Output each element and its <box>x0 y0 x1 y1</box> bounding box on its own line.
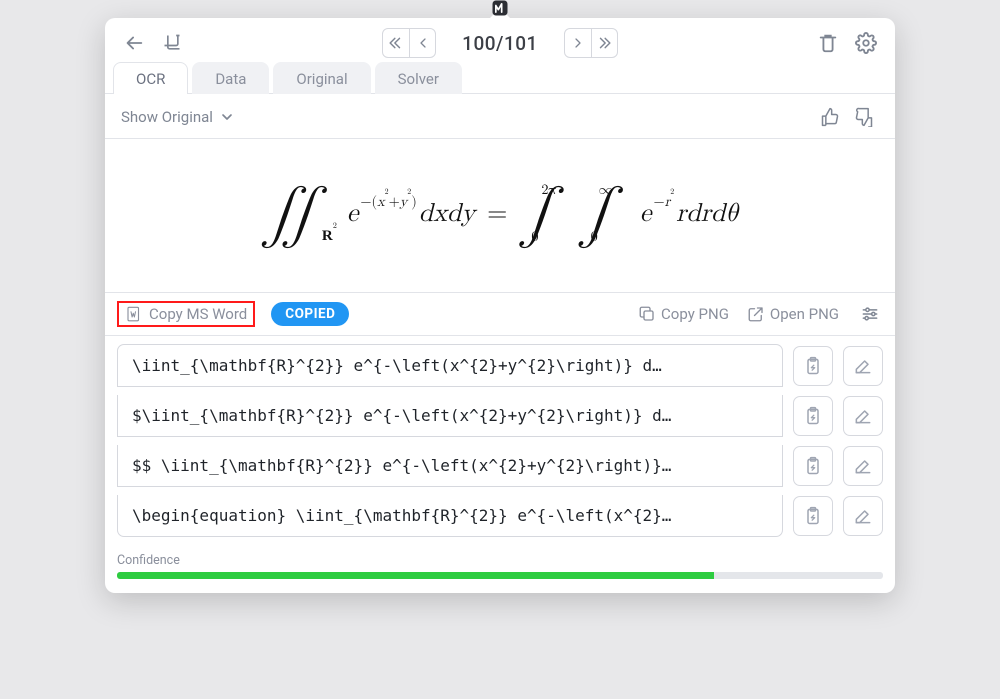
tab-data[interactable]: Data <box>192 62 269 94</box>
show-original-row: Show Original <box>105 94 895 139</box>
chevron-down-icon <box>219 109 235 125</box>
latex-row: $$ \iint_{\mathbf{R}^{2}} e^{-\left(x^{2… <box>117 441 883 491</box>
copy-latex-button[interactable] <box>793 446 833 486</box>
nav-next-button[interactable] <box>565 29 591 57</box>
clipboard-icon <box>803 506 823 526</box>
crop-button[interactable] <box>157 29 187 57</box>
thumbs-up-button[interactable] <box>817 104 843 130</box>
copy-latex-button[interactable] <box>793 396 833 436</box>
latex-output-list: \iint_{\mathbf{R}^{2}} e^{-\left(x^{2}+y… <box>105 336 895 549</box>
copy-latex-button[interactable] <box>793 496 833 536</box>
rendered-equation: ∬ R2 e−(x2+y2) dxdy = ∫ 2π 0 ∫ ∞ 0 e− <box>262 189 738 240</box>
nav-next-last <box>564 28 618 58</box>
nav-first-button[interactable] <box>383 29 409 57</box>
copy-msword-button[interactable]: Copy MS Word <box>117 301 255 327</box>
top-toolbar: 100/101 <box>105 18 895 62</box>
copy-msword-label: Copy MS Word <box>149 305 247 323</box>
tab-original[interactable]: Original <box>273 62 370 94</box>
thumbs-down-button[interactable] <box>851 104 877 130</box>
tab-solver[interactable]: Solver <box>375 62 462 94</box>
copy-latex-button[interactable] <box>793 346 833 386</box>
confidence-fill <box>117 572 714 579</box>
latex-text-inline[interactable]: $\iint_{\mathbf{R}^{2}} e^{-\left(x^{2}+… <box>117 395 783 437</box>
copy-icon <box>638 305 656 323</box>
open-png-button[interactable]: Open PNG <box>747 305 839 323</box>
latex-row: \begin{equation} \iint_{\mathbf{R}^{2}} … <box>117 491 883 541</box>
delete-button[interactable] <box>813 29 843 57</box>
settings-button[interactable] <box>851 29 881 57</box>
edit-icon <box>853 406 873 426</box>
nav-prev-button[interactable] <box>409 29 435 57</box>
feedback-buttons <box>817 104 877 130</box>
edit-latex-button[interactable] <box>843 396 883 436</box>
equation-display: ∬ R2 e−(x2+y2) dxdy = ∫ 2π 0 ∫ ∞ 0 e− <box>105 139 895 293</box>
edit-icon <box>853 356 873 376</box>
main-panel: 100/101 OCR <box>105 18 895 593</box>
edit-latex-button[interactable] <box>843 446 883 486</box>
tabs: OCR Data Original Solver <box>105 62 895 94</box>
format-settings-button[interactable] <box>857 301 883 327</box>
confidence-label: Confidence <box>117 553 883 568</box>
edit-latex-button[interactable] <box>843 496 883 536</box>
back-button[interactable] <box>119 29 149 57</box>
latex-text-equation-env[interactable]: \begin{equation} \iint_{\mathbf{R}^{2}} … <box>117 495 783 537</box>
show-original-label: Show Original <box>121 108 213 126</box>
edit-latex-button[interactable] <box>843 346 883 386</box>
clipboard-icon <box>803 356 823 376</box>
copied-pill: COPIED <box>271 302 349 326</box>
external-link-icon <box>747 305 765 323</box>
edit-icon <box>853 456 873 476</box>
copy-png-label: Copy PNG <box>661 305 729 323</box>
page-counter: 100/101 <box>444 32 556 55</box>
menubar-app-icon <box>490 0 510 18</box>
confidence-bar <box>117 572 883 579</box>
actions-row: Copy MS Word COPIED Copy PNG Open PNG <box>105 293 895 336</box>
word-icon <box>125 305 143 323</box>
show-original-toggle[interactable]: Show Original <box>121 108 235 126</box>
tab-ocr[interactable]: OCR <box>113 62 188 94</box>
latex-row: $\iint_{\mathbf{R}^{2}} e^{-\left(x^{2}+… <box>117 391 883 441</box>
copy-png-button[interactable]: Copy PNG <box>638 305 729 323</box>
open-png-label: Open PNG <box>770 305 839 323</box>
latex-row: \iint_{\mathbf{R}^{2}} e^{-\left(x^{2}+y… <box>117 340 883 391</box>
clipboard-icon <box>803 456 823 476</box>
confidence-section: Confidence <box>105 549 895 593</box>
latex-text-plain[interactable]: \iint_{\mathbf{R}^{2}} e^{-\left(x^{2}+y… <box>117 344 783 387</box>
edit-icon <box>853 506 873 526</box>
latex-text-display[interactable]: $$ \iint_{\mathbf{R}^{2}} e^{-\left(x^{2… <box>117 445 783 487</box>
clipboard-icon <box>803 406 823 426</box>
nav-last-button[interactable] <box>591 29 617 57</box>
nav-first-prev <box>382 28 436 58</box>
